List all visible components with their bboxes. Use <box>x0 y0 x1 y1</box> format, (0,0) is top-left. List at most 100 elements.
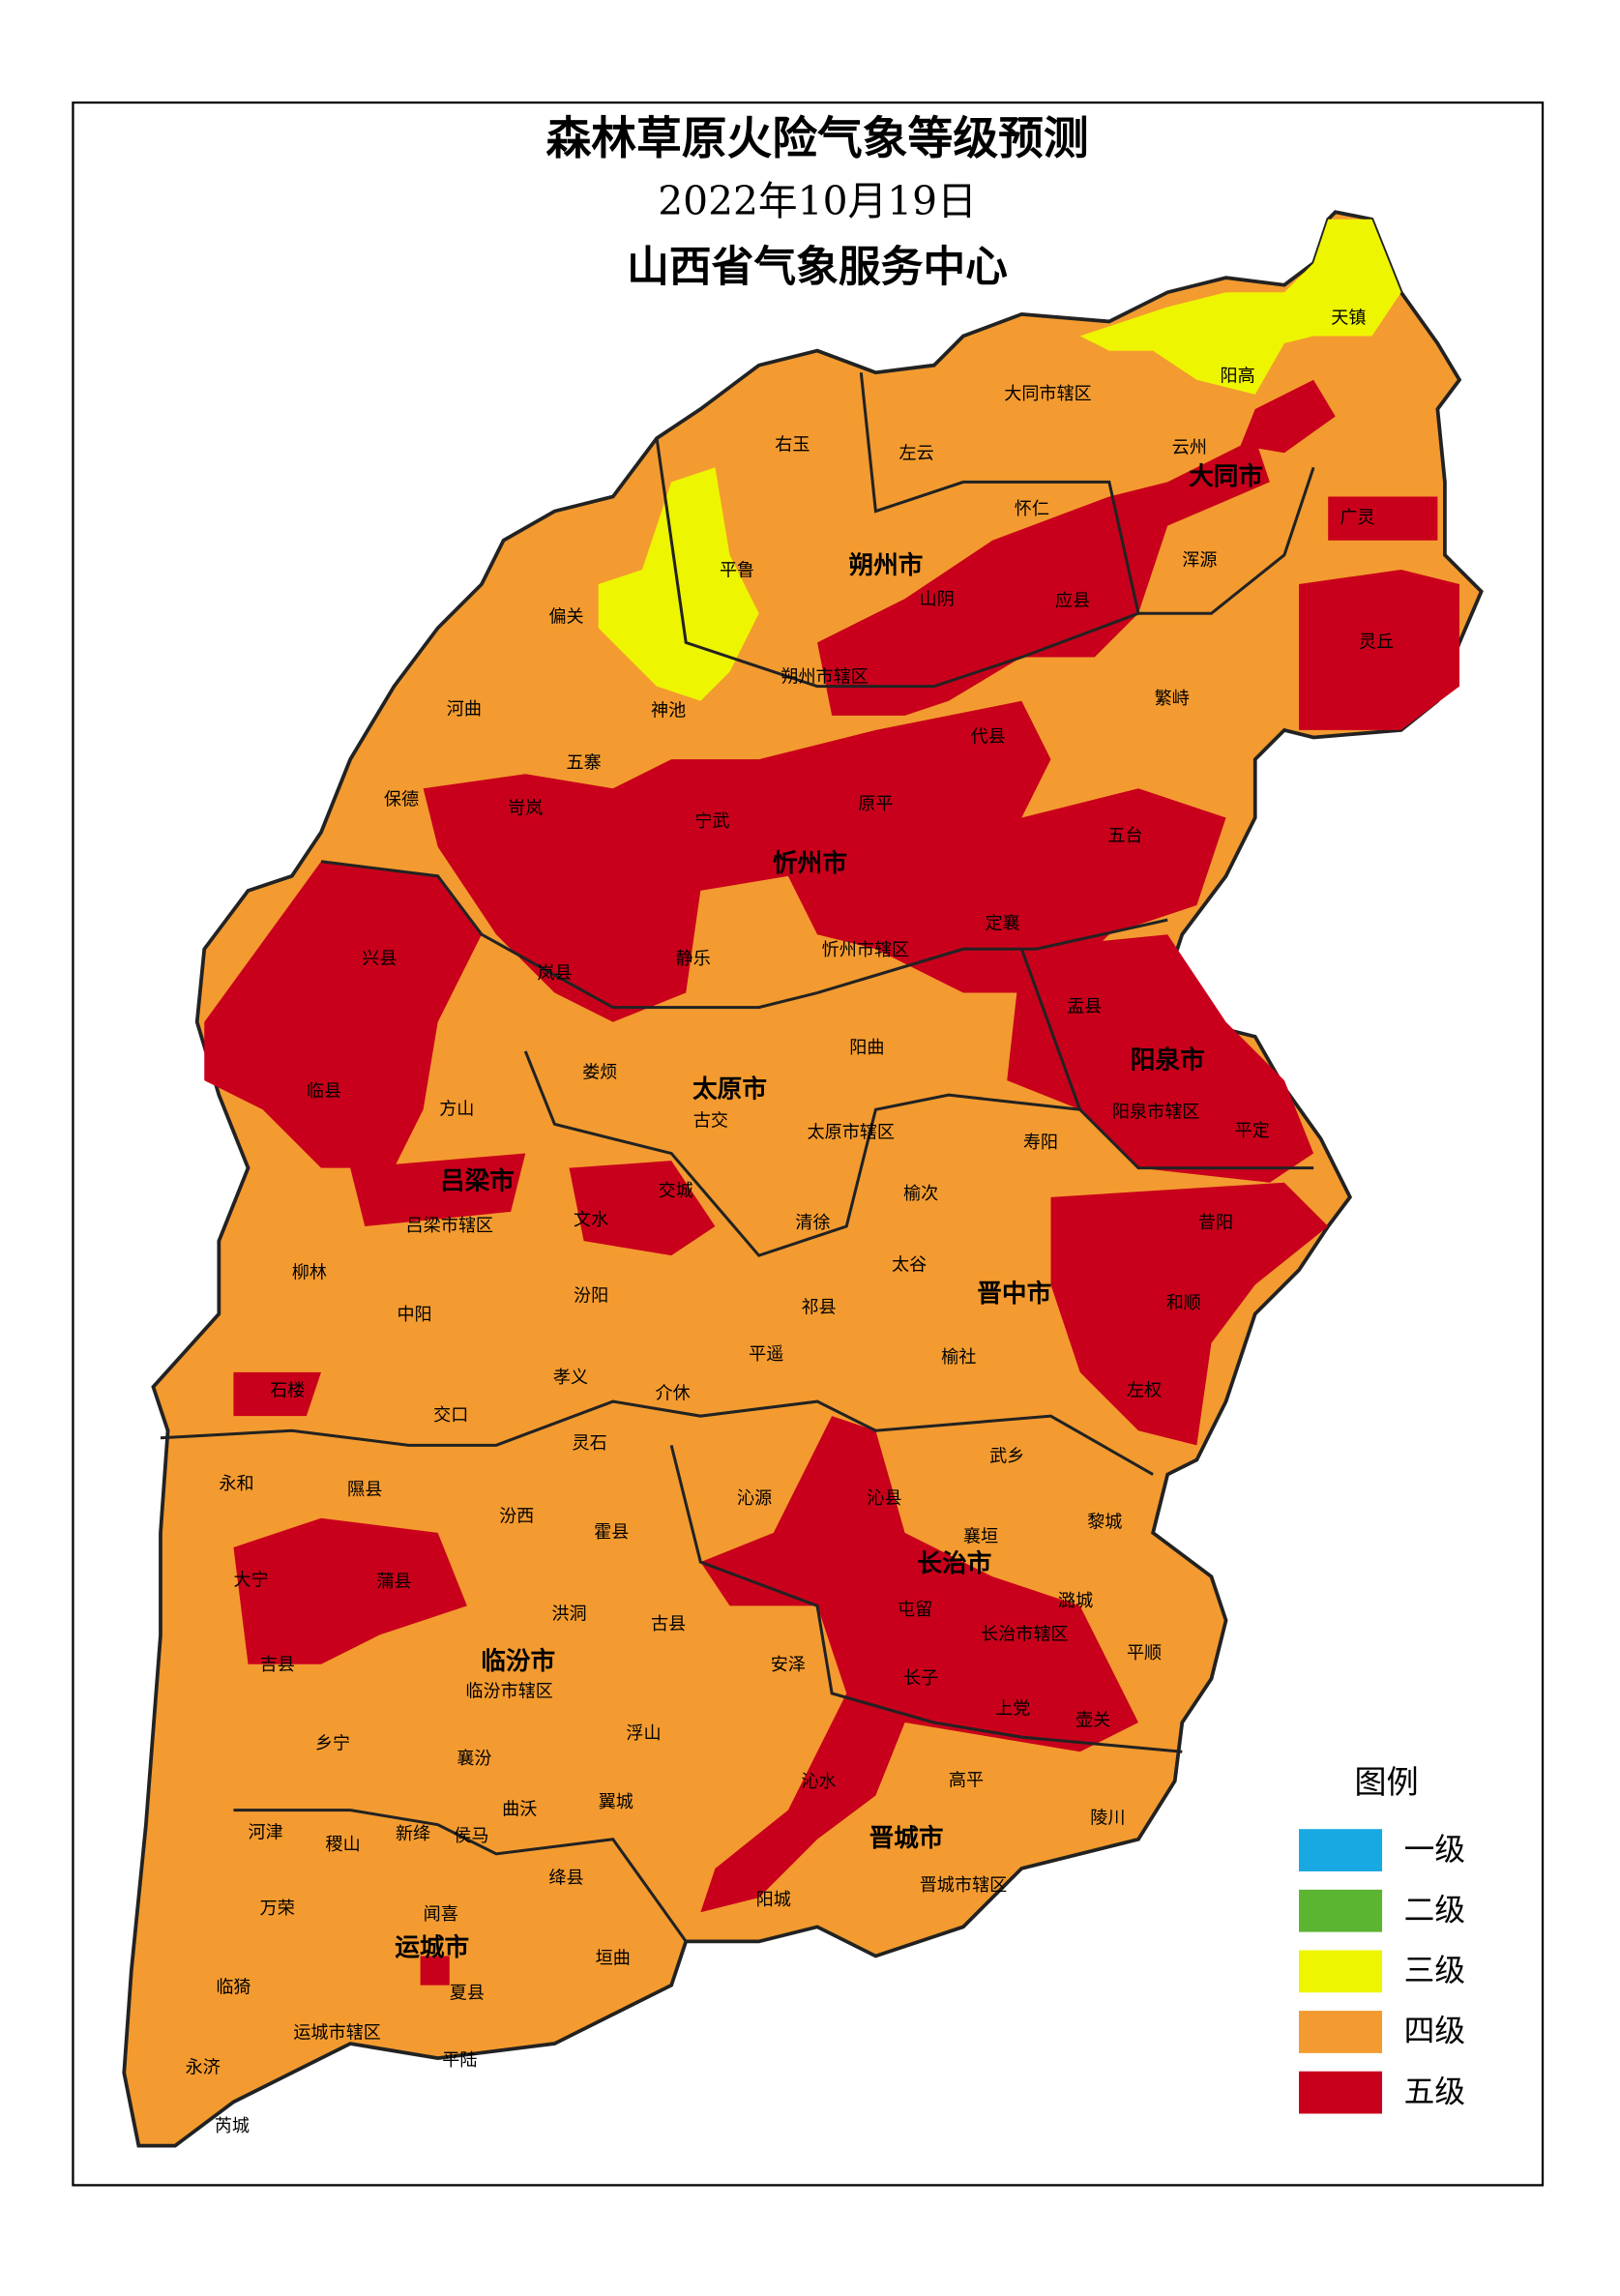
county-label: 昔阳 <box>1198 1213 1233 1233</box>
county-label: 静乐 <box>676 949 711 969</box>
legend-label: 五级 <box>1404 2075 1465 2109</box>
county-label: 清徐 <box>795 1213 830 1233</box>
county-label: 左云 <box>899 444 934 464</box>
area <box>204 861 482 1168</box>
area <box>817 438 1270 716</box>
county-label: 沁水 <box>801 1772 836 1792</box>
boundary <box>859 372 1315 615</box>
county-label: 垣曲 <box>596 1949 631 1969</box>
county-label: 偏关 <box>548 607 583 628</box>
county-label: 陵川 <box>1090 1809 1125 1829</box>
county-label: 黎城 <box>1087 1512 1122 1532</box>
county-label: 文水 <box>574 1210 608 1230</box>
county-label: 芮城 <box>215 2116 250 2136</box>
legend-swatch <box>1299 1889 1383 1932</box>
county-label: 河津 <box>249 1823 283 1843</box>
city-label: 大同市 <box>1189 461 1263 491</box>
county-label: 永和 <box>219 1474 253 1494</box>
city-label: 忻州市 <box>773 848 847 878</box>
county-label: 沁源 <box>737 1488 772 1509</box>
county-label: 祁县 <box>801 1298 836 1318</box>
county-label: 应县 <box>1055 591 1090 611</box>
county-label: 娄烦 <box>582 1063 617 1083</box>
county-label: 蒲县 <box>376 1572 411 1592</box>
county-label: 繁峙 <box>1155 689 1190 709</box>
county-label: 介休 <box>656 1384 691 1404</box>
county-label: 神池 <box>651 700 686 721</box>
map-issuer: 山西省气象服务中心 <box>627 243 1008 292</box>
county-label: 夏县 <box>450 1984 485 2004</box>
city-label: 阳泉市 <box>1131 1045 1205 1074</box>
legend-label: 一级 <box>1404 1833 1465 1868</box>
county-label: 阳曲 <box>849 1038 884 1058</box>
county-label: 襄汾 <box>457 1749 491 1769</box>
county-label: 汾西 <box>499 1506 534 1526</box>
county-label: 中阳 <box>397 1305 431 1325</box>
county-label: 寿阳 <box>1023 1133 1058 1153</box>
county-label: 临猗 <box>216 1978 250 1998</box>
city-label: 吕梁市 <box>440 1166 515 1196</box>
city-label: 临汾市 <box>481 1646 555 1676</box>
county-label: 朔州市辖区 <box>781 667 868 688</box>
county-label: 翼城 <box>599 1792 633 1812</box>
county-label: 岚县 <box>537 963 572 984</box>
county-label: 永济 <box>186 2058 221 2078</box>
city-label: 太原市 <box>692 1074 767 1104</box>
county-label: 浑源 <box>1182 550 1217 571</box>
area <box>700 1416 1139 1913</box>
county-label: 武乡 <box>989 1446 1024 1466</box>
area <box>1299 569 1460 730</box>
county-label: 阳泉市辖区 <box>1112 1102 1199 1122</box>
area <box>423 700 1226 1022</box>
area <box>233 1517 467 1664</box>
county-label: 运城市辖区 <box>293 2022 380 2043</box>
county-label: 灵丘 <box>1359 632 1394 652</box>
county-label: 交城 <box>659 1181 693 1201</box>
county-label: 原平 <box>858 794 893 814</box>
county-label: 古交 <box>693 1110 728 1131</box>
boundary <box>669 1444 1183 1753</box>
county-label: 上党 <box>995 1698 1030 1719</box>
area <box>1240 379 1336 454</box>
county-label: 长子 <box>903 1668 938 1689</box>
county-label: 五台 <box>1107 826 1142 846</box>
county-label: 兴县 <box>362 949 397 969</box>
county-label: 平顺 <box>1127 1643 1162 1663</box>
boundary <box>160 1399 1154 1476</box>
county-label: 古县 <box>651 1614 686 1634</box>
county-label: 霍县 <box>594 1522 629 1543</box>
county-label: 平定 <box>1235 1121 1270 1141</box>
boundary <box>320 860 1168 1010</box>
legend-label: 三级 <box>1404 1954 1465 1988</box>
city-label: 运城市 <box>395 1932 469 1962</box>
province-fill <box>122 210 1484 2148</box>
county-label: 阳高 <box>1221 367 1255 387</box>
level-5-areas <box>204 379 1460 1986</box>
county-label: 新绛 <box>396 1824 430 1844</box>
area <box>233 1371 321 1417</box>
county-label: 平遥 <box>749 1344 783 1365</box>
province <box>122 210 1484 2148</box>
legend-swatch <box>1299 1950 1383 1993</box>
city-label: 晋城市 <box>869 1823 944 1853</box>
county-label: 沁县 <box>867 1488 901 1509</box>
county-label: 河曲 <box>447 699 482 720</box>
county-label: 壶关 <box>1075 1711 1110 1731</box>
city-label: 长治市 <box>917 1548 991 1578</box>
area <box>1079 219 1401 395</box>
county-label: 闻喜 <box>424 1904 458 1925</box>
legend-swatch <box>1299 1829 1383 1871</box>
county-label: 平陆 <box>442 2050 477 2071</box>
county-label: 忻州市辖区 <box>822 940 909 960</box>
map-title: 森林草原火险气象等级预测 <box>545 112 1088 165</box>
county-label: 灵石 <box>573 1433 607 1454</box>
legend-label: 二级 <box>1404 1893 1465 1928</box>
legend-swatch <box>1299 2071 1383 2114</box>
county-label: 榆社 <box>941 1347 976 1368</box>
city-boundaries <box>160 372 1315 1943</box>
county-label: 岢岚 <box>508 798 543 818</box>
county-label: 怀仁 <box>1015 499 1049 519</box>
